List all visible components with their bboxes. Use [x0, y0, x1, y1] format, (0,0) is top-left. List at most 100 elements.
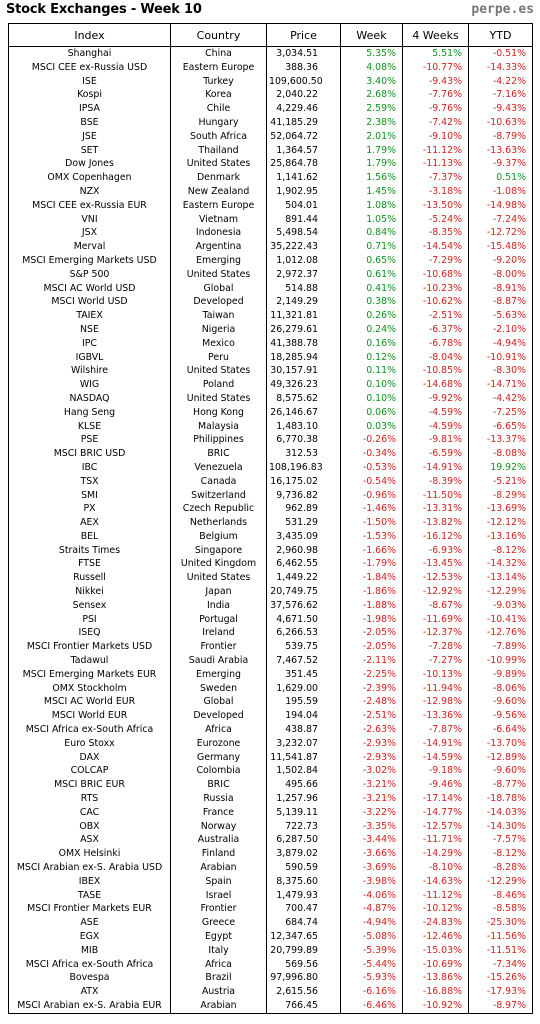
table-row: COLCAP Colombia 1,502.84 -3.02% -9.18% -9.60% [8, 764, 533, 779]
week-cell: -3.21% [340, 792, 403, 806]
table-row: ISE Turkey 109,600.50 3.40% -9.43% -4.22% [8, 74, 533, 89]
index-cell: TAIEX [8, 309, 171, 323]
country-cell: United States [170, 267, 267, 282]
index-cell: BSE [8, 115, 171, 130]
four-weeks-cell: -10.77% [402, 60, 469, 75]
index-cell: WIG [8, 378, 171, 392]
ytd-cell: -8.30% [468, 364, 533, 379]
week-cell: -3.02% [340, 764, 403, 779]
country-cell: Eastern Europe [170, 60, 267, 75]
price-cell: 26,279.61 [266, 322, 341, 337]
country-cell: Norway [170, 819, 267, 834]
index-cell: Hang Seng [8, 405, 171, 420]
ytd-cell: -25.30% [468, 916, 533, 930]
country-cell: United States [170, 364, 267, 379]
week-cell: -4.87% [340, 902, 403, 917]
table-row: ISEQ Ireland 6,266.53 -2.05% -12.37% -12.76% [8, 626, 533, 641]
four-weeks-cell: -14.54% [402, 240, 469, 254]
table-row: IPC Mexico 41,388.78 0.16% -6.78% -4.94% [8, 336, 533, 351]
four-weeks-cell: -6.78% [402, 336, 469, 351]
four-weeks-cell: -12.37% [402, 626, 469, 641]
ytd-cell: -5.63% [468, 309, 533, 323]
ytd-cell: -12.72% [468, 226, 533, 241]
index-cell: NASDAQ [8, 391, 171, 406]
index-cell: OMX Helsinki [8, 847, 171, 862]
index-cell: PSI [8, 612, 171, 627]
week-cell: 2.38% [340, 115, 403, 130]
ytd-cell: -13.37% [468, 433, 533, 448]
country-cell: Korea [170, 88, 267, 103]
table-row: TAIEX Taiwan 11,321.81 0.26% -2.51% -5.63% [8, 309, 533, 323]
four-weeks-cell: -4.59% [402, 419, 469, 434]
price-cell: 438.87 [266, 723, 341, 737]
week-cell: -5.08% [340, 930, 403, 944]
table-row: Tadawul Saudi Arabia 7,467.52 -2.11% -7.27% -… [8, 654, 533, 668]
ytd-cell: -18.78% [468, 792, 533, 806]
ytd-cell: -7.25% [468, 405, 533, 420]
index-cell: IPSA [8, 102, 171, 116]
table-row: MSCI Frontier Markets EUR Frontier 700.47-… [8, 902, 533, 917]
price-cell: 11,321.81 [266, 309, 341, 323]
table-row: JSX Indonesia 5,498.54 0.84% -8.35% -12.72% [8, 226, 533, 241]
four-weeks-cell: -10.92% [402, 998, 469, 1014]
week-cell: -3.66% [340, 847, 403, 862]
country-cell: Australia [170, 833, 267, 848]
country-cell: Argentina [170, 240, 267, 254]
table-row: Wilshire United States 30,157.91 0.11% -10.8… [8, 364, 533, 379]
four-weeks-cell: -24.83% [402, 916, 469, 930]
country-cell: South Africa [170, 129, 267, 144]
price-cell: 388.36 [266, 60, 341, 75]
table-row: Straits Times Singapore 2,960.98 -1.66% -6.9… [8, 543, 533, 558]
index-cell: MSCI World EUR [8, 709, 171, 724]
ytd-cell: -9.89% [468, 667, 533, 682]
four-weeks-cell: -17.14% [402, 792, 469, 806]
ytd-cell: -6.64% [468, 723, 533, 737]
country-cell: Turkey [170, 74, 267, 89]
four-weeks-cell: -12.46% [402, 930, 469, 944]
price-cell: 684.74 [266, 916, 341, 930]
ytd-cell: -8.58% [468, 902, 533, 917]
price-cell: 766.45 [266, 998, 341, 1014]
four-weeks-cell: -7.27% [402, 654, 469, 668]
week-cell: -3.69% [340, 861, 403, 875]
price-cell: 4,671.50 [266, 612, 341, 627]
column-header-country: Country [170, 23, 267, 47]
price-cell: 1,902.95 [266, 184, 341, 199]
table-row: WIG Poland 49,326.23 0.10% -14.68% -14.71% [8, 378, 533, 392]
table-row: ASX Australia 6,287.50 -3.44% -11.71% -7.57% [8, 833, 533, 848]
week-cell: -0.34% [340, 447, 403, 461]
ytd-cell: -13.69% [468, 502, 533, 517]
index-cell: Russell [8, 571, 171, 586]
week-cell: -2.05% [340, 626, 403, 641]
country-cell: Russia [170, 792, 267, 806]
country-cell: Arabian [170, 998, 267, 1014]
country-cell: Israel [170, 888, 267, 903]
price-cell: 1,483.10 [266, 419, 341, 434]
four-weeks-cell: -8.39% [402, 474, 469, 489]
table-row: Euro Stoxx Eurozone 3,232.07 -2.93% -14.91% -… [8, 736, 533, 751]
country-cell: Global [170, 281, 267, 296]
table-row: DAX Germany 11,541.87 -2.93% -14.59% -12.89% [8, 750, 533, 765]
four-weeks-cell: -14.91% [402, 460, 469, 475]
index-cell: MSCI AC World EUR [8, 695, 171, 710]
table-row: MSCI BRIC USD BRIC 312.53 -0.34% -6.59% -8.08… [8, 447, 533, 461]
week-cell: -1.84% [340, 571, 403, 586]
table-row: Bovespa Brazil 97,996.80 -5.93% -13.86% -15.2… [8, 971, 533, 986]
country-cell: Brazil [170, 971, 267, 986]
column-header-week: Week [340, 23, 403, 47]
week-cell: -2.48% [340, 695, 403, 710]
week-cell: 0.24% [340, 322, 403, 337]
country-cell: New Zealand [170, 184, 267, 199]
index-cell: Dow Jones [8, 157, 171, 172]
price-cell: 52,064.72 [266, 129, 341, 144]
table-row: MSCI World EUR Developed 194.04 -2.51% -13.3… [8, 709, 533, 724]
ytd-cell: -2.10% [468, 322, 533, 337]
four-weeks-cell: -14.59% [402, 750, 469, 765]
index-cell: Tadawul [8, 654, 171, 668]
price-cell: 5,498.54 [266, 226, 341, 241]
country-cell: Colombia [170, 764, 267, 779]
four-weeks-cell: -14.77% [402, 805, 469, 820]
four-weeks-cell: -13.86% [402, 971, 469, 986]
ytd-cell: -7.57% [468, 833, 533, 848]
country-cell: Canada [170, 474, 267, 489]
